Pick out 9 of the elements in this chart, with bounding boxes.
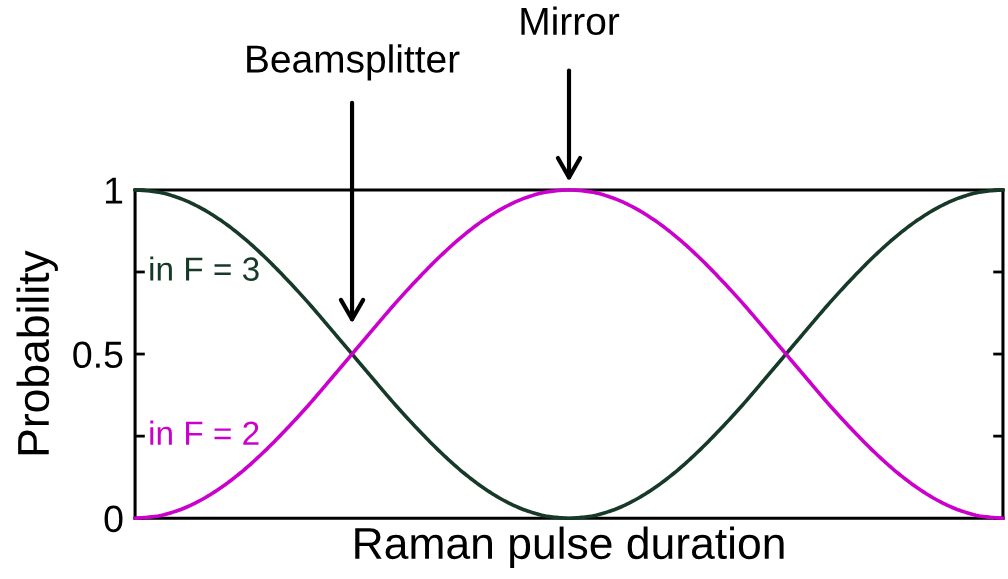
- text: Beamsplitter: [247, 44, 460, 81]
- y-tick-label: 1: [105, 177, 123, 204]
- y-axis-title: Probability: [16, 250, 58, 455]
- x-axis-title: Raman pulse duration: [355, 526, 784, 568]
- y-tick-label: 0.5: [73, 341, 123, 369]
- series-label: in F = 3: [150, 256, 259, 281]
- y-tick-label: 0: [104, 505, 123, 533]
- text: Mirror: [521, 6, 620, 36]
- series-label: in F = 2: [150, 420, 259, 445]
